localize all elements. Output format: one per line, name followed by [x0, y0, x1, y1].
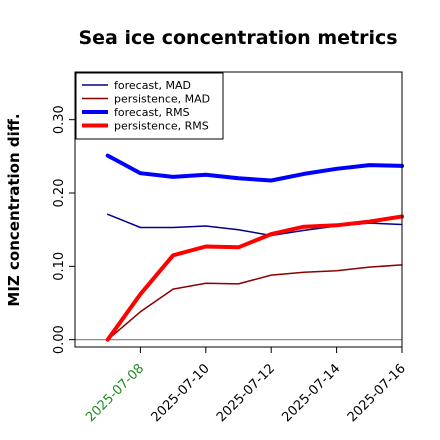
y-tick-label: 0.20: [52, 179, 67, 208]
series-line-4: [105, 214, 404, 342]
y-axis-label: MIZ concentration diff.: [5, 113, 23, 306]
legend-label-4: persistence, RMS: [114, 120, 209, 133]
legend-box: [75, 72, 224, 140]
series-line-2: [106, 264, 403, 341]
chart-title: Sea ice concentration metrics: [78, 27, 397, 49]
series-layer: [105, 153, 404, 342]
y-tick-label: 0.00: [52, 325, 67, 354]
y-tick-label: 0.30: [52, 105, 67, 134]
plot-frame: [74, 71, 403, 348]
series-line-3: [105, 153, 404, 183]
x-tick-label: 2025-07-14: [279, 361, 343, 425]
legend-label-1: forecast, MAD: [114, 79, 191, 92]
x-tick-label: 2025-07-16: [345, 361, 409, 425]
x-tick-label: 2025-07-12: [214, 361, 278, 425]
legend-label-3: forecast, RMS: [114, 106, 190, 119]
x-tick-label: 2025-07-08: [83, 361, 147, 425]
x-tick-label: 2025-07-10: [149, 361, 213, 425]
legend-label-2: persistence, MAD: [114, 93, 210, 106]
y-tick-label: 0.10: [52, 252, 67, 281]
